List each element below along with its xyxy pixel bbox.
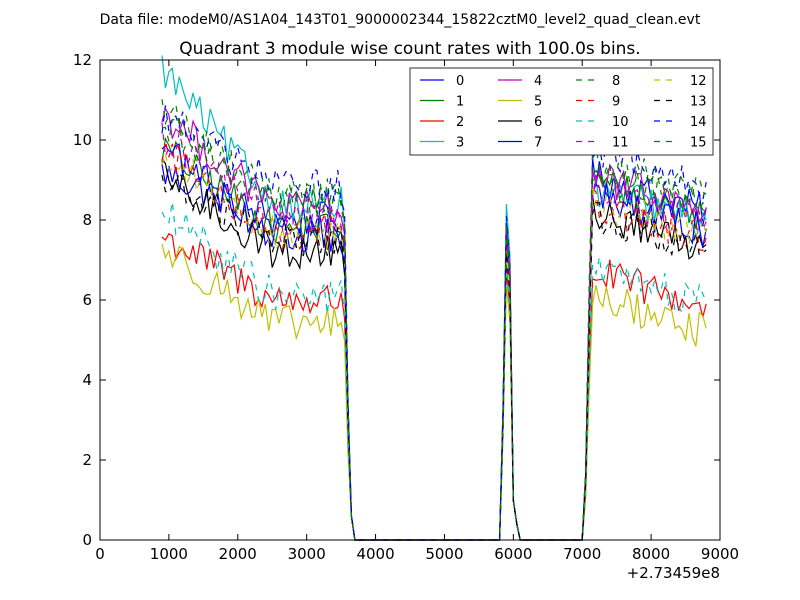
y-tick-label: 10 (73, 131, 92, 149)
legend-label-1: 1 (456, 95, 464, 110)
y-tick-label: 2 (82, 451, 92, 469)
x-tick-label: 5000 (425, 545, 463, 563)
x-tick-label: 6000 (494, 545, 532, 563)
series-line-13 (161, 170, 707, 541)
axis-ticks: 0 1000 2000 3000 4000 5000 6000 7000 8000 9000 0 2 4… (73, 51, 739, 563)
series-line-7 (161, 143, 707, 541)
y-tick-label: 4 (82, 371, 92, 389)
legend-label-9: 9 (612, 95, 620, 110)
legend-box (409, 67, 714, 156)
legend-label-8: 8 (612, 74, 620, 89)
x-tick-label: 4000 (356, 545, 394, 563)
legend-label-5: 5 (534, 95, 542, 110)
legend-label-4: 4 (534, 74, 542, 89)
x-tick-label: 2000 (219, 545, 257, 563)
y-tick-label: 0 (82, 531, 92, 549)
x-tick-label: 7000 (563, 545, 601, 563)
y-tick-label: 6 (82, 291, 92, 309)
legend-label-3: 3 (456, 136, 464, 151)
series-line-10 (161, 201, 707, 541)
x-tick-label: 0 (95, 545, 105, 563)
legend-label-6: 6 (534, 115, 542, 130)
legend-label-12: 12 (690, 74, 707, 89)
series-line-11 (161, 122, 707, 541)
chart-suptitle: Data file: modeM0/AS1A04_143T01_90000023… (100, 12, 701, 28)
series-line-8 (161, 99, 707, 541)
series-line-12 (161, 151, 707, 541)
series-line-15 (161, 116, 707, 541)
series-line-1 (161, 136, 707, 541)
legend-label-10: 10 (612, 115, 629, 130)
series-line-5 (161, 243, 707, 541)
x-tick-label: 8000 (632, 545, 670, 563)
legend-label-15: 15 (690, 136, 707, 151)
legend-label-7: 7 (534, 136, 542, 151)
series-line-4 (161, 107, 707, 541)
legend-label-2: 2 (456, 115, 464, 130)
y-tick-label: 12 (73, 51, 92, 69)
x-tick-label: 3000 (288, 545, 326, 563)
y-tick-label: 8 (82, 211, 92, 229)
legend-label-13: 13 (690, 95, 707, 110)
chart-title: Quadrant 3 module wise count rates with … (179, 39, 640, 59)
legend-label-11: 11 (612, 136, 629, 151)
x-offset-label: +2.73459e8 (627, 564, 720, 582)
series-line-9 (161, 140, 707, 541)
legend-label-0: 0 (456, 74, 464, 89)
legend-label-14: 14 (690, 115, 707, 130)
series-line-2 (161, 232, 707, 541)
series-layer (161, 55, 707, 541)
x-tick-label: 9000 (701, 545, 739, 563)
x-tick-label: 1000 (150, 545, 188, 563)
